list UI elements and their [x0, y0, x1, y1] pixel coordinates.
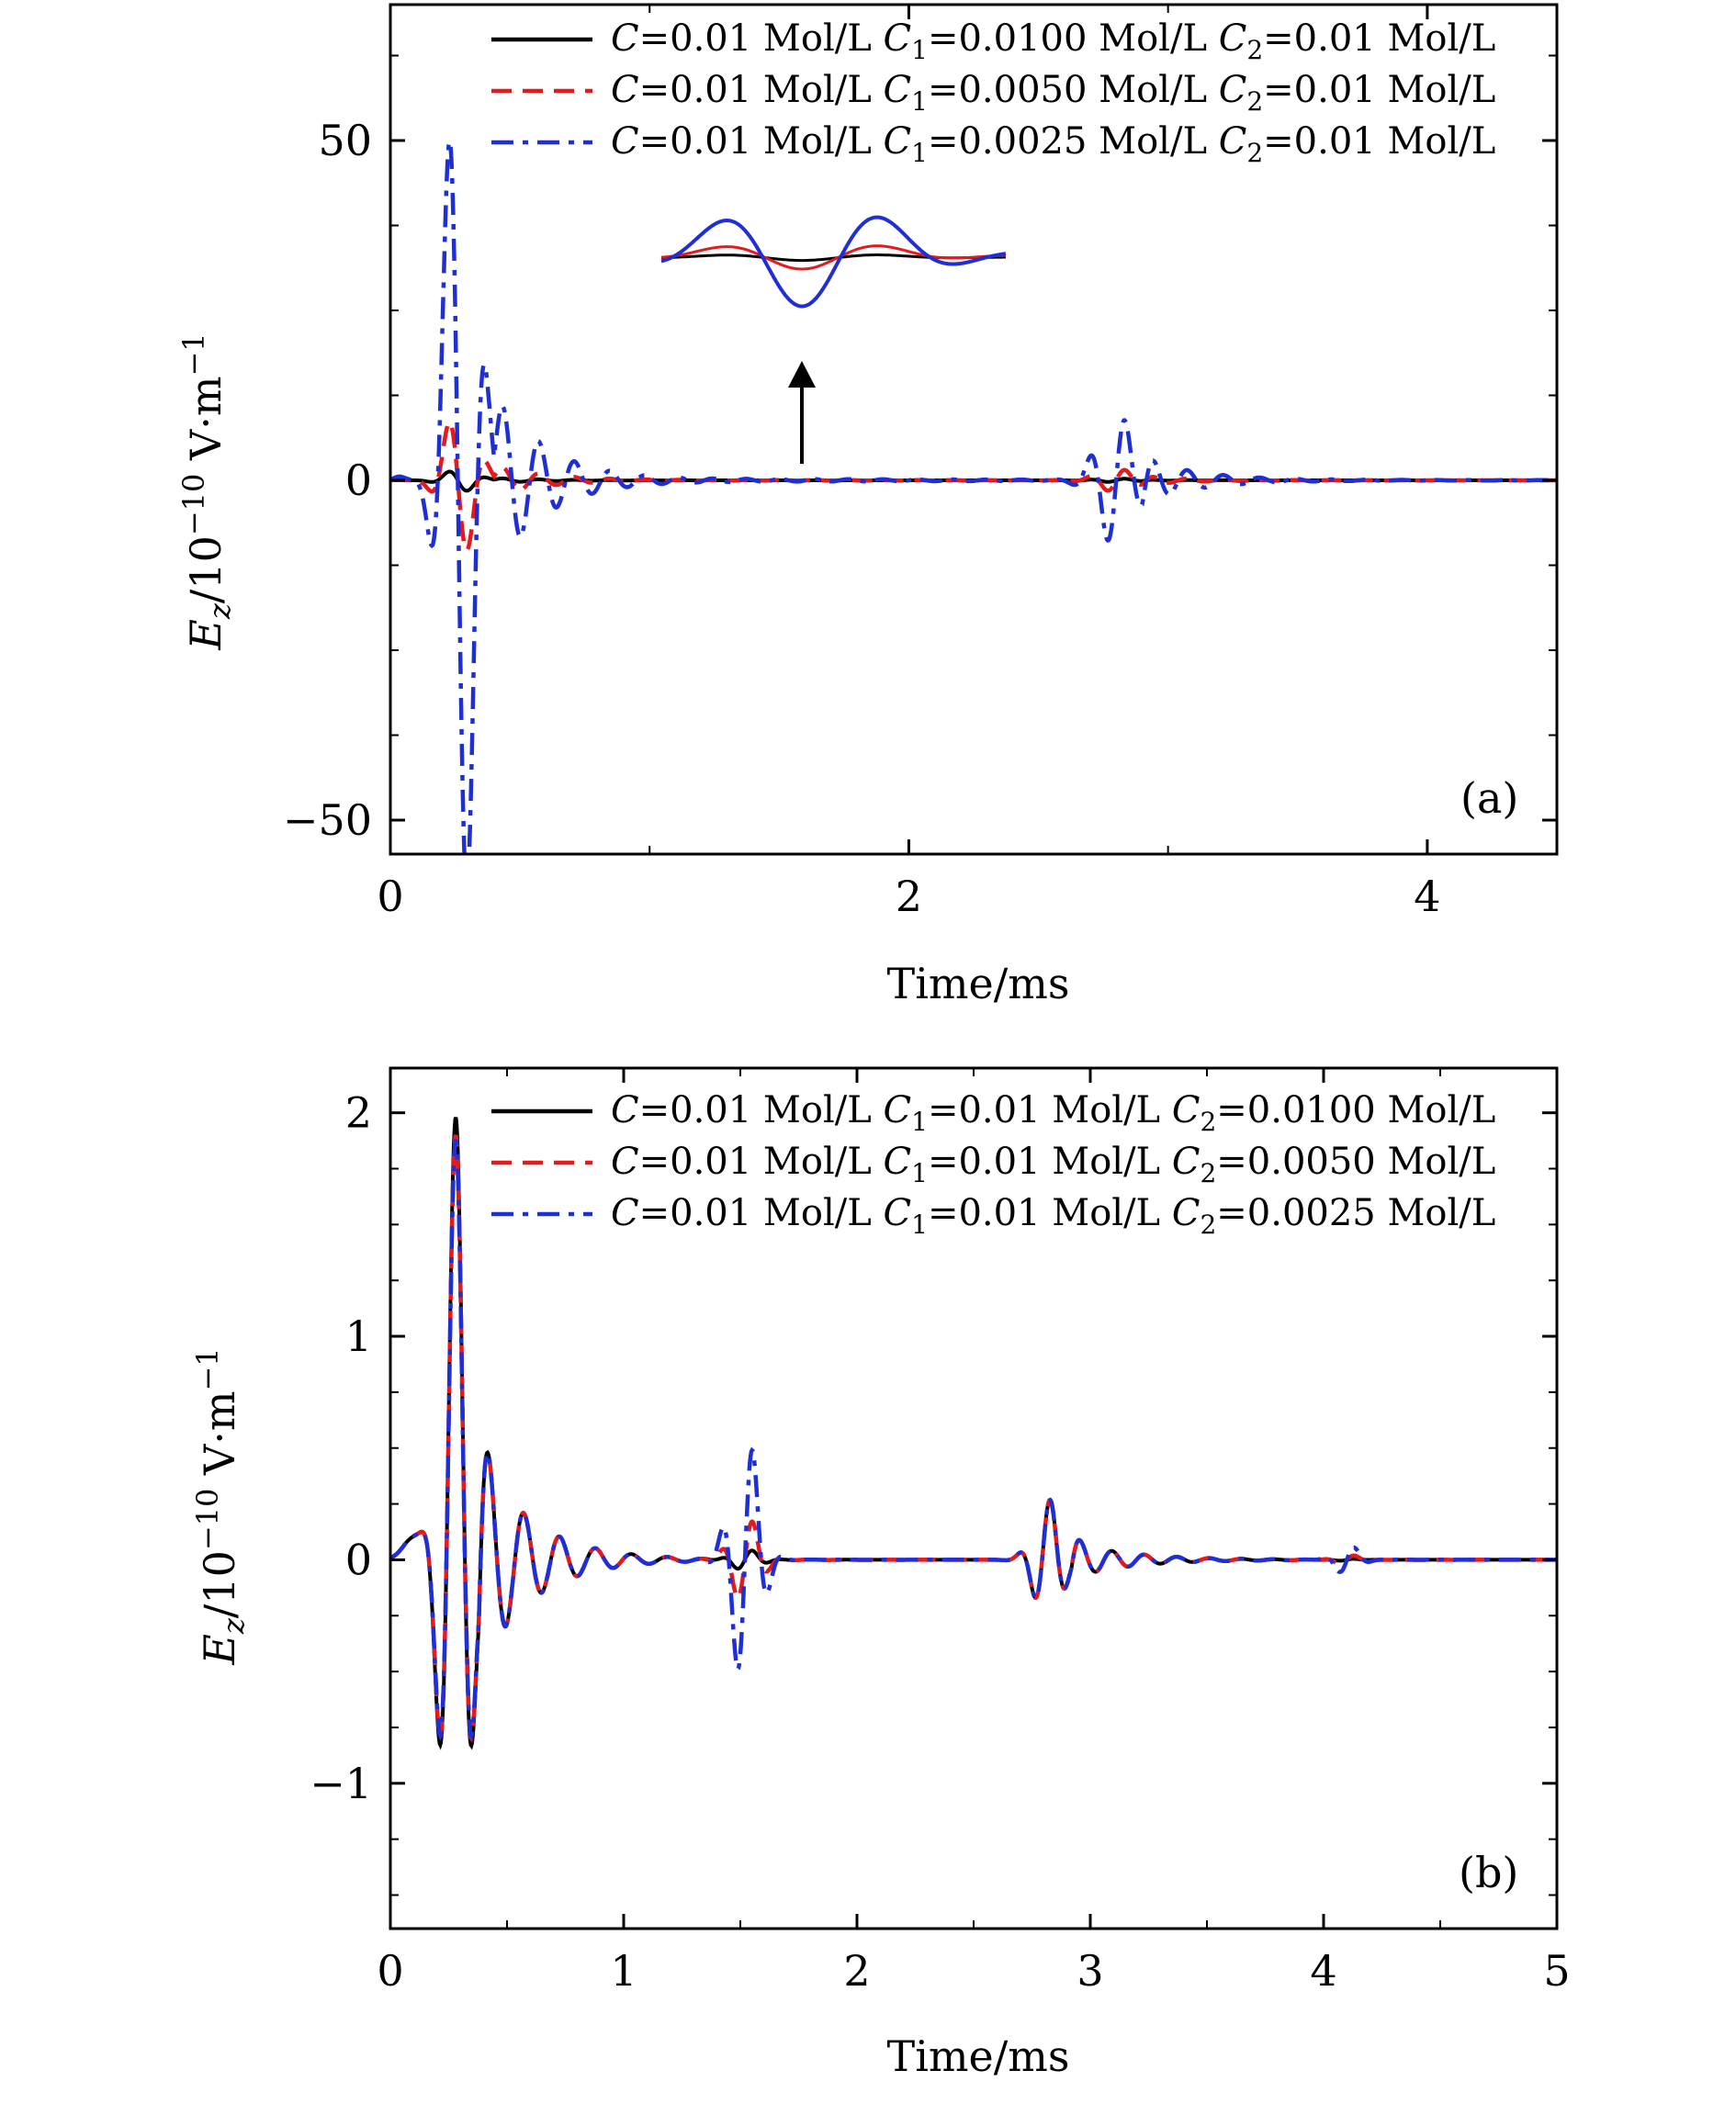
panel-b-xtick-label: 2	[843, 1946, 870, 1996]
panel-a-inset-line-2	[660, 215, 1007, 309]
panel-b-xtick-label: 0	[377, 1946, 403, 1996]
panel-a-ytick-label: 0	[345, 456, 372, 505]
panel-b-series-line-2	[390, 1139, 1557, 1741]
panel-a-xlabel: Time/ms	[887, 959, 1070, 1008]
panel-b-ytick-label: 2	[345, 1088, 372, 1138]
panel-a-xtick-label: 2	[896, 872, 922, 921]
panel-a-series	[390, 137, 1557, 854]
panel-b-ticks: 0 1 2 3 4 5 −1 0 1 2	[310, 1068, 1571, 1996]
svg-text:Ez/10−10 V·m−1: Ez/10−10 V·m−1	[176, 332, 237, 650]
panel-a-ytick-label: −50	[283, 795, 372, 845]
panel-a-frame	[389, 3, 1559, 856]
panel-b-legend: C=0.01 Mol/L C1=0.01 Mol/L C2=0.0100 Mol…	[491, 1089, 1495, 1240]
panel-b-ytick-label: 1	[345, 1311, 372, 1361]
panel-a-ylabel: Ez/10−10 V·m−1	[176, 332, 237, 650]
panel-b-ytick-label: 0	[345, 1535, 372, 1584]
panel-b-series	[390, 1117, 1557, 1750]
panel-a-xtick-label: 4	[1414, 872, 1440, 921]
panel-b-label: (b)	[1459, 1848, 1518, 1897]
panel-b: 0 1 2 3 4 5 −1 0 1 2 C=0.01 Mol/L C1=0.01 Mol/L C…	[190, 1066, 1571, 2081]
panel-b-ytick-label: −1	[310, 1759, 372, 1808]
panel-b-xtick-label: 1	[610, 1946, 637, 1996]
panel-a-legend-entry: C=0.01 Mol/L C1=0.0050 Mol/L C2=0.01 Mol…	[611, 69, 1495, 117]
panel-b-ylabel: Ez/10−10 V·m−1	[190, 1347, 251, 1665]
panel-a-legend-entry: C=0.01 Mol/L C1=0.0100 Mol/L C2=0.01 Mol…	[611, 17, 1495, 65]
panel-a-inset	[660, 215, 1007, 309]
panel-a-series-line-2	[390, 137, 1557, 854]
panel-b-legend-entry: C=0.01 Mol/L C1=0.01 Mol/L C2=0.0050 Mol…	[611, 1141, 1495, 1188]
panel-b-xtick-label: 4	[1310, 1946, 1336, 1996]
panel-a-legend: C=0.01 Mol/L C1=0.0100 Mol/L C2=0.01 Mol…	[491, 17, 1495, 168]
panel-b-legend-entry: C=0.01 Mol/L C1=0.01 Mol/L C2=0.0100 Mol…	[611, 1089, 1495, 1137]
panel-b-xlabel: Time/ms	[887, 2031, 1070, 2081]
panel-a-ytick-label: 50	[318, 116, 372, 165]
panel-b-xtick-label: 3	[1077, 1946, 1103, 1996]
panel-a-inset-line-1	[660, 244, 1007, 271]
panel-a-xtick-label: 0	[377, 872, 403, 921]
panel-b-legend-entry: C=0.01 Mol/L C1=0.01 Mol/L C2=0.0025 Mol…	[611, 1192, 1495, 1240]
panel-a-inset-arrow	[788, 361, 816, 464]
panel-a-label: (a)	[1460, 773, 1518, 823]
svg-text:Ez/10−10 V·m−1: Ez/10−10 V·m−1	[190, 1347, 251, 1665]
panel-b-xtick-label: 5	[1543, 1946, 1570, 1996]
panel-a-legend-entry: C=0.01 Mol/L C1=0.0025 Mol/L C2=0.01 Mol…	[611, 120, 1495, 168]
